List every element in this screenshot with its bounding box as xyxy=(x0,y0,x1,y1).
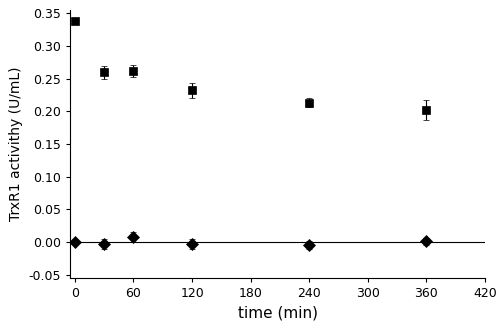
Y-axis label: TrxR1 activithy (U/mL): TrxR1 activithy (U/mL) xyxy=(9,67,23,221)
X-axis label: time (min): time (min) xyxy=(238,306,318,321)
